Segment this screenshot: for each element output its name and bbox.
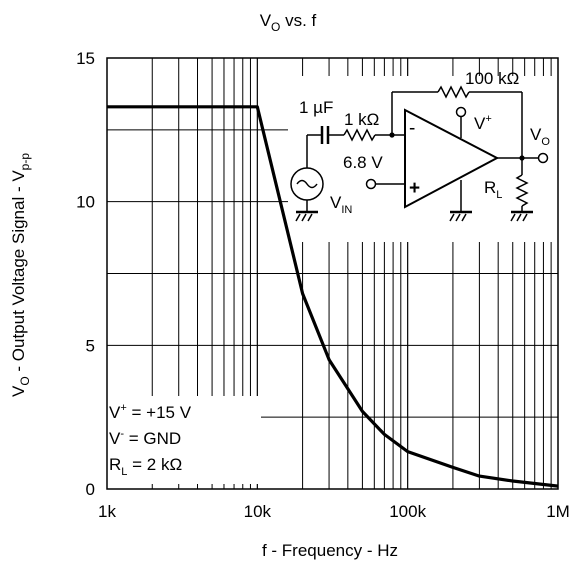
r1-label: 1 kΩ (344, 110, 379, 129)
resistor-rl-icon (515, 174, 529, 207)
rf-label: 100 kΩ (465, 69, 519, 88)
y-tick-label: 10 (76, 193, 95, 212)
circuit-diagram (288, 76, 560, 242)
noninverting-input-sign: + (409, 178, 420, 199)
bias-label: 6.8 V (343, 153, 383, 172)
x-tick-label: 100k (389, 502, 426, 521)
condition-vminus: V- = GND (109, 428, 181, 448)
plot-frame (106, 57, 559, 490)
y-tick-label: 5 (86, 336, 95, 355)
x-axis-label: f - Frequency - Hz (262, 541, 398, 560)
resistor-rf-icon (437, 85, 470, 99)
y-axis-label: VO - Output Voltage Signal - Vp-p (9, 153, 32, 397)
inverting-input-sign: - (409, 118, 415, 139)
condition-rl: RL = 2 kΩ (109, 455, 182, 478)
vplus-label: V+ (474, 113, 492, 133)
tick-labels: 1k 10k 100k 1M 0 5 10 15 (76, 49, 570, 521)
condition-vplus: V+ = +15 V (109, 402, 192, 422)
circuit-labels: 1 µF 1 kΩ 100 kΩ 6.8 V VIN V+ VO RL - + (299, 69, 550, 216)
x-tick-label: 10k (244, 502, 272, 521)
x-tick-label: 1M (546, 502, 570, 521)
conditions-box: V+ = +15 V V- = GND RL = 2 kΩ (103, 396, 261, 484)
vo-label: VO (530, 125, 550, 148)
series (107, 105, 559, 488)
cap-label: 1 µF (299, 98, 333, 117)
x-tick-label: 1k (98, 502, 116, 521)
resistor-r1-icon (343, 128, 376, 142)
op-amp-icon (404, 108, 500, 209)
vin-label: VIN (330, 193, 352, 216)
y-tick-label: 0 (86, 480, 95, 499)
rl-label: RL (484, 178, 502, 201)
series-line (107, 105, 559, 488)
chart-title: VO vs. f (260, 11, 317, 34)
y-tick-label: 15 (76, 49, 95, 68)
